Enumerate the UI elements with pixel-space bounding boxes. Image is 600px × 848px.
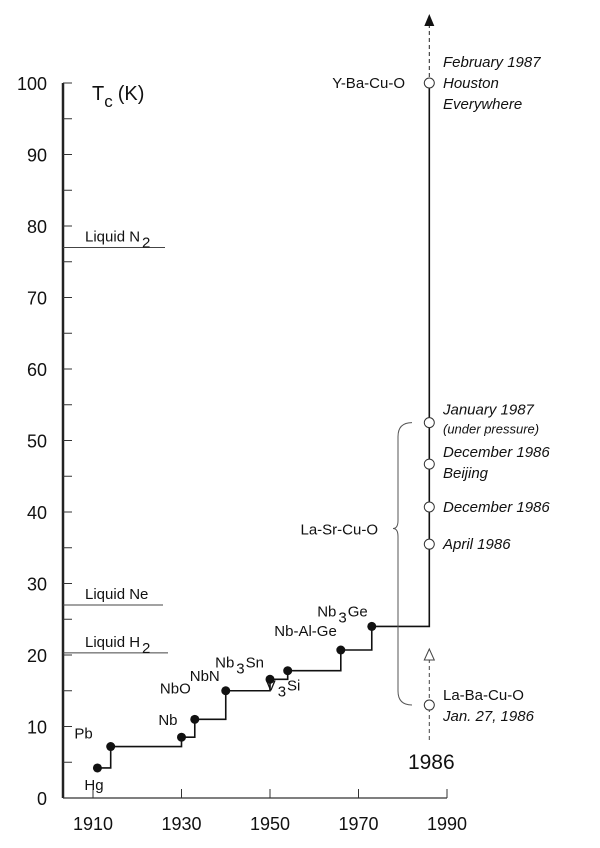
discovery-label: Beijing: [443, 465, 489, 482]
y-tick-label: 30: [27, 575, 47, 595]
data-point: [221, 686, 231, 696]
data-point: [336, 645, 346, 655]
point-label: Pb: [74, 726, 92, 743]
data-point: [265, 674, 275, 684]
discovery-label: La-Ba-Cu-O: [443, 687, 524, 704]
open-data-point: [423, 417, 435, 429]
point-label: NbN: [190, 668, 220, 685]
point-label: Hg: [84, 777, 103, 794]
year-1986-label: 1986: [408, 751, 455, 774]
x-tick-label: 1990: [427, 814, 467, 834]
point-label: Nb 3Ge: [317, 603, 368, 626]
y-tick-label: 40: [27, 503, 47, 523]
data-point: [190, 714, 200, 724]
discovery-label: Houston: [443, 75, 499, 92]
data-point: [367, 621, 377, 631]
record-step-line: [97, 83, 431, 769]
y-tick-label: 50: [27, 432, 47, 452]
data-point: [92, 763, 102, 773]
open-data-point: [423, 458, 435, 470]
point-label: V 3Si: [266, 678, 301, 701]
discovery-label: Jan. 27, 1986: [442, 708, 535, 725]
y-tick-label: 10: [27, 718, 47, 738]
open-data-point: [423, 501, 435, 513]
open-arrow-head-icon: [423, 647, 436, 661]
y-tick-label: 80: [27, 217, 47, 237]
data-point: [177, 732, 186, 742]
la-sr-cu-o-brace: [392, 422, 413, 706]
x-tick-label: 1970: [338, 814, 378, 834]
x-tick-label: 1950: [250, 814, 290, 834]
y-axis-label: Tc (K): [92, 83, 144, 111]
discovery-label: December 1986: [443, 499, 550, 516]
y-tick-label: 70: [27, 289, 47, 309]
y-tick-label: 90: [27, 146, 47, 166]
arrow-head-icon: [424, 14, 435, 26]
point-label: Nb 3Sn: [215, 654, 264, 677]
y-tick-label: 100: [17, 74, 47, 94]
point-label: Nb-Al-Ge: [274, 623, 337, 640]
discovery-label: January 1987: [442, 402, 535, 419]
point-label: NbO: [160, 680, 191, 697]
data-point: [106, 742, 116, 752]
reference-label: Liquid Ne: [85, 586, 148, 603]
data-point: [283, 666, 293, 676]
open-data-point: [423, 699, 435, 711]
y-tick-label: 20: [27, 646, 47, 666]
y-tick-label: 60: [27, 360, 47, 380]
open-data-point: [423, 538, 435, 550]
point-label: Nb: [158, 712, 177, 729]
discovery-label: December 1986: [443, 444, 550, 461]
open-data-point: [423, 77, 435, 89]
discovery-label: (under pressure): [443, 422, 539, 437]
x-tick-label: 1930: [161, 814, 201, 834]
x-tick-label: 1910: [73, 814, 113, 834]
discovery-label: February 1987: [443, 54, 541, 71]
y-tick-label: 0: [37, 789, 47, 809]
discovery-label: Everywhere: [443, 96, 522, 113]
discovery-label: April 1986: [442, 536, 511, 553]
la-sr-cu-o-label: La-Sr-Cu-O: [300, 521, 378, 538]
y-ba-cu-o-label: Y-Ba-Cu-O: [332, 75, 405, 92]
